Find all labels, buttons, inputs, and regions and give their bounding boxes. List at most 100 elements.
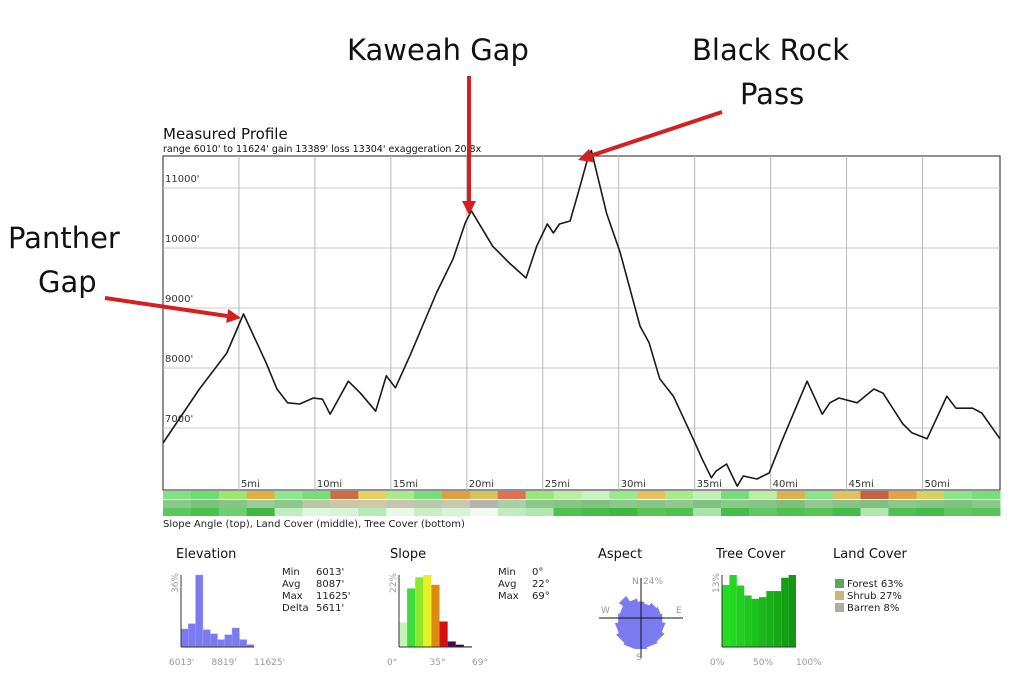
slope-stripe-segment — [721, 491, 750, 499]
tree-stripe-segment — [748, 508, 778, 516]
slope-stripe-segment — [972, 491, 1001, 499]
land-stripe-segment — [888, 500, 917, 508]
histogram-x-tick: 50% — [753, 658, 773, 668]
stat-label: Avg — [498, 579, 517, 590]
histogram-bar — [729, 575, 737, 647]
tree-stripe-segment — [442, 508, 471, 516]
land-stripe-segment — [163, 500, 192, 508]
slope-stripe-segment — [776, 491, 806, 499]
slope-stripe-segment — [553, 491, 582, 499]
land-stripe-segment — [414, 500, 443, 508]
slope-stripe-segment — [888, 491, 917, 499]
y-tick-label: 10000' — [165, 234, 200, 245]
tree-stripe-segment — [497, 508, 527, 516]
land-stripe-segment — [804, 500, 834, 508]
slope-stripe-segment — [665, 491, 694, 499]
kaweah-gap-arrow-head — [462, 201, 476, 215]
histogram-bar — [431, 584, 440, 647]
aspect-label-n: N — [632, 577, 639, 587]
slope-stripe-segment — [218, 491, 248, 499]
elevation-profile-line — [162, 149, 1001, 488]
profile-subtitle: range 6010' to 11624' gain 13389' loss 1… — [163, 144, 482, 155]
slope-stripe-segment — [944, 491, 973, 499]
histogram-bar — [736, 585, 745, 647]
elevation-title: Elevation — [176, 547, 236, 562]
histogram-x-tick: 35° — [430, 658, 446, 668]
slope-stats: Min 0° Avg 22° Max 69° — [498, 567, 550, 602]
histogram-bar — [399, 622, 408, 647]
land-stripe-segment — [748, 500, 778, 508]
aspect-max-label: 24% — [643, 577, 663, 587]
histogram-bar — [423, 575, 432, 647]
aspect-rose: N 24% E S W — [599, 577, 683, 663]
histogram-max-label: 13% — [712, 573, 722, 593]
slope-title: Slope — [390, 547, 426, 562]
land-stripe-segment — [944, 500, 973, 508]
legend-label: Forest 63% — [847, 579, 903, 590]
legend-swatch — [835, 591, 844, 600]
histogram-bar — [217, 639, 226, 648]
tree-stripe-segment — [386, 508, 415, 516]
y-tick-label: 8000' — [165, 354, 193, 365]
stat-value: 22° — [532, 579, 550, 590]
histogram-bar — [180, 628, 189, 648]
slope-stripe-segment — [832, 491, 861, 499]
stat-value: 11625' — [316, 591, 351, 602]
tree-stripe-segment — [581, 508, 610, 516]
annotation-arrows — [104, 76, 723, 323]
land-stripe-segment — [832, 500, 861, 508]
land-stripe-segment — [469, 500, 499, 508]
land-stripe-segment — [274, 500, 303, 508]
slope-stripe-segment — [497, 491, 527, 499]
legend-label: Shrub 27% — [847, 591, 902, 602]
land-stripe-segment — [386, 500, 415, 508]
tree-stripe-segment — [330, 508, 359, 516]
histogram-bar — [455, 644, 464, 647]
land-stripe-segment — [553, 500, 582, 508]
slope-stripe-segment — [916, 491, 945, 499]
tree-stripe-segment — [972, 508, 1001, 516]
land-stripe-segment — [916, 500, 945, 508]
histogram-x-tick: 0° — [387, 658, 397, 668]
elevation-stats: Min 6013' Avg 8087' Max 11625' Delta 5611' — [282, 567, 351, 614]
tree-stripe-segment — [944, 508, 973, 516]
slope-stripe-segment — [693, 491, 722, 499]
tree-stripe-segment — [358, 508, 387, 516]
x-tick-label: 10mi — [317, 479, 342, 490]
slope-stripe-segment — [637, 491, 666, 499]
histogram-bar — [439, 621, 448, 647]
x-tick-label: 30mi — [621, 479, 646, 490]
tree-cover-histogram: 13% 0% 50% 100% — [710, 573, 822, 668]
land-stripe-segment — [693, 500, 722, 508]
aspect-label-w: W — [601, 606, 610, 616]
stat-value: 69° — [532, 591, 550, 602]
slope-stripe-segment — [358, 491, 387, 499]
slope-stripe-segment — [748, 491, 778, 499]
land-stripe-segment — [525, 500, 555, 508]
slope-stripe-segment — [386, 491, 415, 499]
histogram-bar — [788, 575, 796, 647]
slope-stripe-segment — [414, 491, 443, 499]
annotation-black-rock-pass-line2: Pass — [740, 77, 804, 111]
histogram-bar — [751, 598, 759, 647]
histogram-bar — [781, 577, 789, 647]
tree-stripe-segment — [888, 508, 917, 516]
y-tick-label: 9000' — [165, 294, 193, 305]
aspect-label-e: E — [676, 606, 682, 616]
histogram-x-tick: 11625' — [254, 658, 285, 668]
histogram-bar — [759, 597, 767, 647]
stat-value: 0° — [532, 567, 543, 578]
tree-stripe-segment — [525, 508, 555, 516]
land-stripe-segment — [190, 500, 220, 508]
tree-stripe-segment — [302, 508, 331, 516]
aspect-rose-shape — [614, 595, 666, 650]
histogram-bar — [239, 639, 247, 648]
land-stripe-segment — [442, 500, 471, 508]
legend-swatch — [835, 603, 844, 612]
profile-title: Measured Profile — [163, 125, 288, 143]
histogram-bar — [766, 591, 774, 647]
elevation-histogram: 36% 6013' 8819' 11625' — [169, 573, 285, 668]
histogram-bar — [722, 584, 730, 647]
x-tick-label: 50mi — [925, 479, 950, 490]
tree-stripe-segment — [637, 508, 666, 516]
